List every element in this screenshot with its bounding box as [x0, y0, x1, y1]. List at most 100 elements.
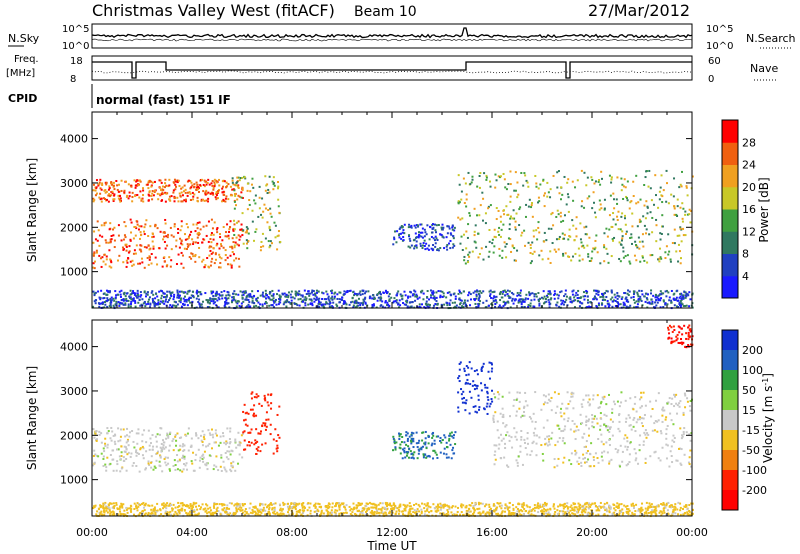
velocity-cell: [515, 414, 518, 417]
power-cell: [632, 195, 635, 198]
power-cell: [386, 301, 389, 304]
power-cell: [166, 290, 169, 293]
power-cell: [261, 291, 264, 294]
power-cell: [113, 246, 116, 249]
velocity-cell: [673, 329, 676, 332]
velocity-cell: [177, 501, 180, 504]
velocity-cell: [113, 440, 116, 443]
power-cell: [151, 232, 154, 235]
velocity-cell: [567, 511, 570, 514]
power-cell: [372, 304, 375, 307]
power-cell: [183, 199, 186, 202]
velocity-cell: [403, 451, 406, 454]
power-cell: [152, 247, 155, 250]
velocity-cell: [457, 410, 460, 413]
power-cell: [199, 305, 202, 308]
velocity-cell: [159, 456, 162, 459]
power-cell: [210, 218, 213, 221]
velocity-cell: [546, 419, 549, 422]
velocity-cell: [203, 438, 206, 441]
power-cell: [539, 183, 542, 186]
velocity-cell: [625, 464, 628, 467]
power-cell: [482, 258, 485, 261]
power-cell: [179, 301, 182, 304]
power-cell: [511, 244, 514, 247]
power-cell: [394, 300, 397, 303]
velocity-cell: [228, 445, 231, 448]
power-cell: [128, 191, 131, 194]
velocity-cell: [544, 401, 547, 404]
velocity-cell: [683, 512, 686, 515]
power-cell: [676, 289, 679, 292]
velocity-cell: [490, 370, 493, 373]
power-cell: [161, 301, 164, 304]
power-cell: [192, 294, 195, 297]
power-cell: [145, 183, 148, 186]
power-cell: [335, 303, 338, 306]
power-cell: [637, 300, 640, 303]
power-cell: [180, 242, 183, 245]
power-cell: [503, 213, 506, 216]
power-cell: [514, 226, 517, 229]
power-cell: [218, 178, 221, 181]
power-cell: [196, 227, 199, 230]
power-cell: [353, 294, 356, 297]
velocity-cell: [506, 508, 509, 511]
power-cell: [195, 181, 198, 184]
velocity-cell: [467, 382, 470, 385]
power-cell: [341, 296, 344, 299]
velocity-cell: [223, 507, 226, 510]
power-cell: [133, 179, 136, 182]
power-cell: [501, 296, 504, 299]
velocity-cell: [143, 429, 146, 432]
power-cell: [639, 220, 642, 223]
power-cell: [234, 241, 237, 244]
power-cell: [499, 299, 502, 302]
velocity-cell: [448, 434, 451, 437]
velocity-cell: [683, 453, 686, 456]
velocity-cell: [164, 446, 167, 449]
velocity-cell: [405, 431, 408, 434]
power-cell: [459, 218, 462, 221]
power-cell: [216, 242, 219, 245]
velocity-cell: [509, 415, 512, 418]
power-cell: [430, 247, 433, 250]
velocity-cell: [682, 413, 685, 416]
power-cell: [463, 301, 466, 304]
power-cell: [586, 299, 589, 302]
power-cell: [376, 299, 379, 302]
velocity-cell: [624, 434, 627, 437]
velocity-cell: [661, 446, 664, 449]
velocity-cell: [359, 503, 362, 506]
power-cell: [617, 210, 620, 213]
power-cell: [276, 235, 279, 238]
power-cell: [112, 228, 115, 231]
velocity-cell: [486, 392, 489, 395]
power-cell: [279, 240, 282, 243]
power-cell: [623, 303, 626, 306]
power-cell: [212, 233, 215, 236]
power-cell: [476, 290, 479, 293]
power-cell: [125, 299, 128, 302]
power-cell: [584, 233, 587, 236]
velocity-cell: [472, 405, 475, 408]
velocity-cell: [590, 503, 593, 506]
power-cell: [107, 188, 110, 191]
velocity-cell: [511, 513, 514, 516]
power-cell: [258, 196, 261, 199]
power-cell: [656, 301, 659, 304]
power-cell: [177, 253, 180, 256]
power-cell: [600, 170, 603, 173]
velocity-cell: [495, 506, 498, 509]
velocity-cell: [588, 418, 591, 421]
power-cell: [253, 239, 256, 242]
velocity-cell: [644, 507, 647, 510]
velocity-cell: [156, 433, 159, 436]
velocity-cell: [265, 411, 268, 414]
power-cell: [148, 296, 151, 299]
power-cell: [589, 301, 592, 304]
velocity-cell: [653, 429, 656, 432]
power-cell: [679, 295, 682, 298]
power-cell: [143, 246, 146, 249]
velocity-cell: [159, 454, 162, 457]
